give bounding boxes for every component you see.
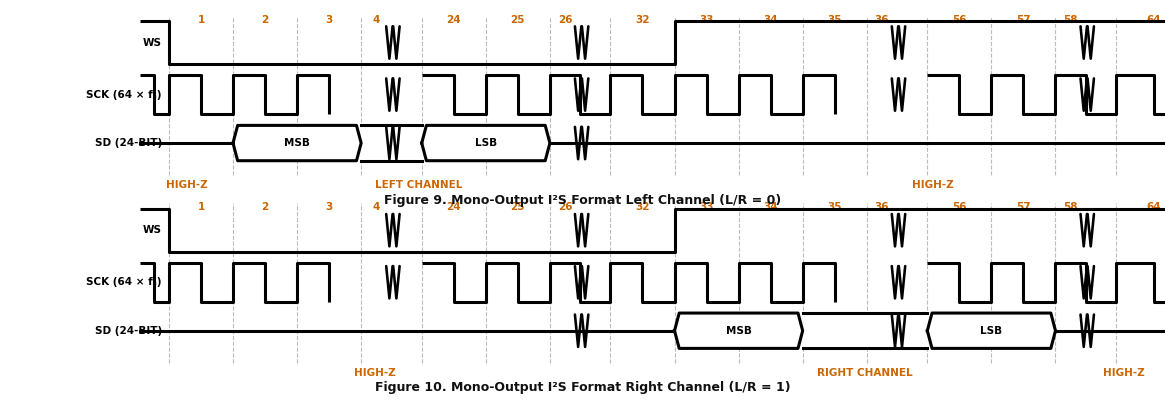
Text: RIGHT CHANNEL: RIGHT CHANNEL [817,368,913,378]
Text: MSB: MSB [284,138,310,148]
Text: Figure 9. Mono-Output I²S Format Left Channel (L/R = 0): Figure 9. Mono-Output I²S Format Left Ch… [384,194,781,207]
Text: MSB: MSB [726,326,751,336]
Text: 4: 4 [373,202,380,213]
Text: SD (24-BIT): SD (24-BIT) [94,326,162,336]
Text: HIGH-Z: HIGH-Z [165,180,207,191]
Polygon shape [422,125,550,161]
Text: 64: 64 [1146,202,1162,213]
Text: 26: 26 [558,202,572,213]
Text: 32: 32 [635,202,650,213]
Text: 25: 25 [510,15,525,25]
Text: 24: 24 [446,202,461,213]
Text: 2: 2 [261,15,269,25]
Text: 33: 33 [699,15,714,25]
Text: 24: 24 [446,15,461,25]
Text: 57: 57 [1016,15,1031,25]
Text: 25: 25 [510,202,525,213]
Polygon shape [927,313,1055,348]
Polygon shape [675,313,803,348]
Text: HIGH-Z: HIGH-Z [354,368,396,378]
Text: 56: 56 [952,15,967,25]
Text: SD (24-BIT): SD (24-BIT) [94,138,162,148]
Text: LEFT CHANNEL: LEFT CHANNEL [375,180,461,191]
Text: 56: 56 [952,202,967,213]
Text: 57: 57 [1016,202,1031,213]
Text: 3: 3 [325,15,333,25]
Text: 3: 3 [325,202,333,213]
Text: 64: 64 [1146,15,1162,25]
Text: 4: 4 [373,15,380,25]
Text: WS: WS [143,225,162,235]
Text: 26: 26 [558,15,572,25]
Text: Figure 10. Mono-Output I²S Format Right Channel (L/R = 1): Figure 10. Mono-Output I²S Format Right … [375,381,790,395]
Text: 1: 1 [197,15,205,25]
Text: 36: 36 [875,202,889,213]
Text: SCK (64 × fₛ): SCK (64 × fₛ) [86,277,162,287]
Text: LSB: LSB [475,138,496,148]
Text: LSB: LSB [981,326,1002,336]
Text: WS: WS [143,38,162,47]
Text: 33: 33 [699,202,714,213]
Polygon shape [233,125,361,161]
Text: 2: 2 [261,202,269,213]
Text: 1: 1 [197,202,205,213]
Text: SCK (64 × fₛ): SCK (64 × fₛ) [86,90,162,100]
Text: 32: 32 [635,15,650,25]
Text: 58: 58 [1064,15,1078,25]
Text: 34: 34 [763,15,778,25]
Text: 35: 35 [827,15,842,25]
Text: 58: 58 [1064,202,1078,213]
Text: HIGH-Z: HIGH-Z [912,180,954,191]
Text: HIGH-Z: HIGH-Z [1103,368,1144,378]
Text: 34: 34 [763,202,778,213]
Text: 35: 35 [827,202,842,213]
Text: 36: 36 [875,15,889,25]
